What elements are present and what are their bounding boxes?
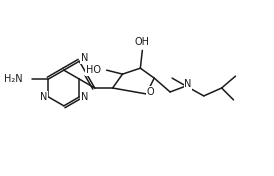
Text: OH: OH: [135, 37, 150, 47]
Text: N: N: [40, 92, 47, 102]
Text: HO: HO: [86, 65, 101, 75]
Text: H₂N: H₂N: [4, 74, 22, 84]
Text: N: N: [184, 79, 192, 89]
Text: O: O: [146, 87, 154, 97]
Text: N: N: [81, 53, 88, 63]
Text: N: N: [81, 92, 88, 102]
